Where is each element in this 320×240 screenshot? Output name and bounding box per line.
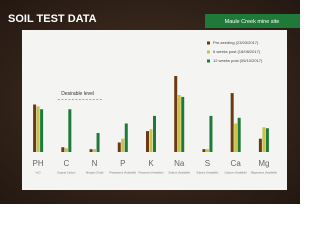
bar: [124, 123, 128, 152]
bar: [121, 138, 125, 152]
x-tick-label: C: [63, 159, 69, 168]
page: SOIL TEST DATA Maule Creek mine site Des…: [0, 0, 300, 204]
bar: [61, 147, 65, 152]
x-sublabel: Potassium (Available): [138, 171, 163, 175]
x-tick-label: S: [205, 159, 210, 168]
bar: [33, 104, 37, 152]
bar: [89, 149, 93, 152]
x-sublabel: Phosphorus (Available): [109, 171, 136, 175]
bar: [258, 138, 262, 152]
x-tick-label: Ca: [231, 159, 242, 168]
x-tick-label: P: [120, 159, 125, 168]
bar: [262, 127, 266, 152]
bar: [68, 109, 72, 152]
badge-text: Maule Creek mine site: [225, 19, 280, 25]
legend-label: 12 weeks post (05/10/2017): [213, 58, 263, 63]
x-tick-label: PH: [33, 159, 44, 168]
panel: [22, 30, 287, 190]
bar: [146, 131, 149, 152]
bar: [205, 149, 209, 152]
bar: [96, 133, 100, 152]
x-sublabel: Organic Carbon: [57, 171, 76, 175]
desirable-label: Desirable level: [61, 91, 94, 97]
bar: [265, 128, 269, 152]
bar: [40, 109, 44, 152]
bar: [149, 129, 153, 152]
bar: [237, 117, 241, 152]
bar: [93, 149, 97, 152]
legend-swatch: [207, 50, 210, 54]
bar: [202, 149, 206, 152]
x-tick-label: Mg: [258, 159, 269, 168]
bar: [174, 76, 178, 152]
x-sublabel: H₂O: [36, 171, 41, 175]
x-tick-label: K: [148, 159, 154, 168]
x-tick-label: N: [92, 159, 98, 168]
legend-swatch: [207, 41, 210, 45]
legend-label: 6 weeks post (18/08/2017): [213, 49, 261, 54]
bar: [177, 95, 181, 152]
x-tick-label: Na: [174, 159, 185, 168]
title: SOIL TEST DATA: [8, 13, 97, 25]
bar: [36, 106, 40, 152]
x-sublabel: Sulphur (Available): [197, 171, 219, 175]
x-sublabel: Sodium (Available): [168, 171, 190, 175]
badge: [205, 14, 300, 28]
x-sublabel: Nitrogen (Total): [86, 171, 104, 175]
bar: [117, 142, 121, 152]
bar: [209, 115, 213, 152]
bar: [230, 93, 234, 152]
bar: [234, 123, 238, 152]
x-sublabel: Calcium (Available): [225, 171, 247, 175]
bar: [181, 96, 185, 152]
legend-label: Pre-seeding (23/03/2017): [213, 40, 259, 45]
bar: [153, 115, 156, 152]
bar: [64, 148, 68, 152]
legend-swatch: [207, 59, 210, 63]
x-sublabel: Magnesium (Available): [251, 171, 277, 175]
